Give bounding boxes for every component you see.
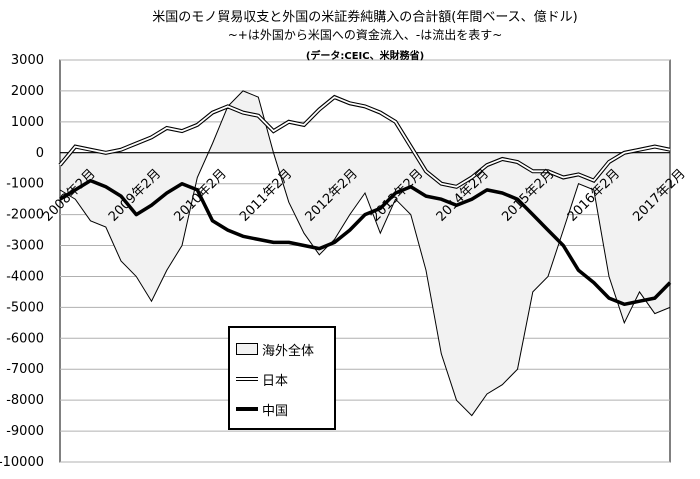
series-layer xyxy=(58,90,672,417)
series-line-china xyxy=(59,178,672,307)
y-tick-label: -1000 xyxy=(6,177,44,192)
y-tick-label: -7000 xyxy=(6,362,44,377)
y-tick-label: 3000 xyxy=(11,53,44,68)
legend-key-thick-line xyxy=(236,403,258,415)
y-tick-label: -10000 xyxy=(0,455,44,470)
legend-item-china: 中国 xyxy=(236,398,288,420)
y-tick-label: -5000 xyxy=(6,300,44,315)
chart-source: (データ:CEIC、米財務省) xyxy=(305,51,425,62)
legend-label-china: 中国 xyxy=(262,403,289,419)
legend-key-double-line xyxy=(236,373,258,385)
y-tick-label: 1000 xyxy=(11,115,44,130)
y-axis: 3000 2000 1000 0 -1000 -2000 -3000 -4000 -5000 -6… xyxy=(0,53,44,470)
y-tick-label: -2000 xyxy=(6,208,44,223)
legend-item-japan: 日本 xyxy=(236,368,288,390)
y-tick-label: 0 xyxy=(36,146,44,161)
chart-subtitle: ~+は外国から米国への資金流入、-は流出を表す~ xyxy=(227,28,503,42)
y-tick-label: -6000 xyxy=(6,331,44,346)
y-tick-label: 2000 xyxy=(11,84,44,99)
chart-title: 米国のモノ貿易収支と外国の米証券純購入の合計額(年間ベース、億ドル) xyxy=(152,10,578,25)
legend-label-japan: 日本 xyxy=(262,373,289,389)
y-tick-label: -3000 xyxy=(6,239,44,254)
legend-label-overseas: 海外全体 xyxy=(262,343,315,359)
y-tick-label: -8000 xyxy=(6,393,44,408)
y-tick-label: -4000 xyxy=(6,269,44,284)
legend-key-area xyxy=(236,343,258,355)
legend: 海外全体 日本 中国 xyxy=(228,326,336,430)
y-tick-label: -9000 xyxy=(6,424,44,439)
series-line-japan-inner xyxy=(59,96,671,188)
legend-item-overseas: 海外全体 xyxy=(236,338,314,360)
